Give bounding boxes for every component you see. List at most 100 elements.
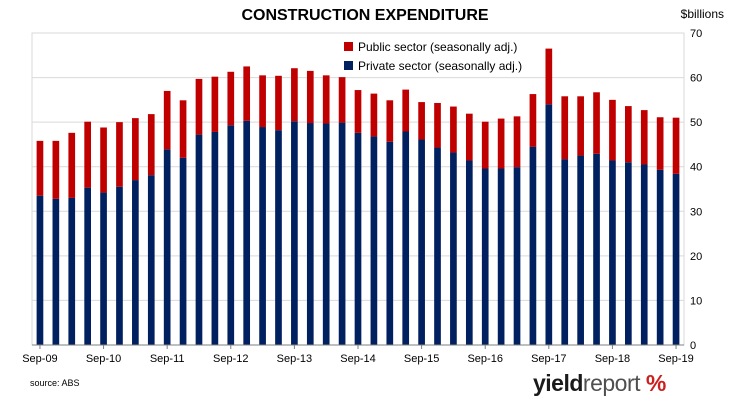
public-sector-bar <box>577 96 584 156</box>
x-tick-label: Sep-09 <box>22 353 57 365</box>
private-sector-bar <box>402 131 410 345</box>
private-sector-bar <box>418 139 425 345</box>
public-sector-bar <box>243 66 251 121</box>
private-sector-bar <box>497 168 505 345</box>
public-sector-bar <box>481 121 489 169</box>
y-tick-label: 60 <box>690 73 702 85</box>
chart-title: CONSTRUCTION EXPENDITURE <box>241 7 489 24</box>
legend-swatch <box>344 61 353 70</box>
private-sector-bar <box>577 155 584 345</box>
public-sector-bar <box>291 68 298 122</box>
public-sector-bar <box>450 106 457 153</box>
private-sector-bar <box>354 132 362 345</box>
public-sector-bar <box>227 71 235 126</box>
x-tick-label: Sep-10 <box>86 353 121 365</box>
public-sector-bar <box>163 90 171 150</box>
legend-label: Private sector (seasonally adj.) <box>358 59 522 73</box>
private-sector-bar <box>513 167 521 345</box>
public-sector-bar <box>275 75 282 131</box>
legend-label: Public sector (seasonally adj.) <box>358 40 517 54</box>
private-sector-bar <box>243 120 251 345</box>
private-sector-bar <box>275 130 282 345</box>
private-sector-bar <box>163 149 171 345</box>
public-sector-bar <box>672 117 680 174</box>
x-tick-label: Sep-12 <box>213 353 248 365</box>
y-tick-label: 50 <box>690 117 702 129</box>
private-sector-bar <box>434 147 441 345</box>
x-tick-label: Sep-14 <box>340 353 375 365</box>
x-tick-label: Sep-16 <box>467 353 502 365</box>
private-sector-bar <box>291 121 298 345</box>
public-sector-bar <box>116 122 123 187</box>
private-sector-bar <box>529 146 537 345</box>
public-sector-bar <box>640 110 648 165</box>
private-sector-bar <box>68 197 76 345</box>
x-tick-label: Sep-11 <box>150 353 185 365</box>
public-sector-bar <box>306 70 314 124</box>
x-tick-label: Sep-15 <box>404 353 439 365</box>
x-tick-label: Sep-13 <box>277 353 312 365</box>
public-sector-bar <box>211 76 219 132</box>
private-sector-bar <box>640 164 648 345</box>
public-sector-bar <box>434 102 441 148</box>
public-sector-bar <box>259 75 266 128</box>
public-sector-bar <box>625 106 632 163</box>
private-sector-bar <box>593 153 600 345</box>
public-sector-bar <box>529 94 537 147</box>
private-sector-bar <box>656 169 664 345</box>
public-sector-bar <box>322 75 330 124</box>
public-sector-bar <box>68 132 76 198</box>
private-sector-bar <box>52 198 60 345</box>
y-tick-label: 30 <box>690 206 702 218</box>
legend-swatch <box>344 42 353 51</box>
private-sector-bar <box>100 192 107 345</box>
y-tick-label: 10 <box>690 295 702 307</box>
private-sector-bar <box>609 160 616 345</box>
private-sector-bar <box>306 123 314 345</box>
public-sector-bar <box>656 117 664 170</box>
y-tick-label: 20 <box>690 251 702 263</box>
public-sector-bar <box>36 140 44 196</box>
public-sector-bar <box>195 78 203 135</box>
x-tick-label: Sep-17 <box>531 353 566 365</box>
private-sector-bar <box>227 125 235 346</box>
private-sector-bar <box>672 173 680 345</box>
public-sector-bar <box>609 99 616 161</box>
y-tick-label: 40 <box>690 162 702 174</box>
private-sector-bar <box>465 160 473 345</box>
private-sector-bar <box>147 175 155 345</box>
private-sector-bar <box>481 168 489 345</box>
private-sector-bar <box>625 162 632 345</box>
private-sector-bar <box>386 141 394 345</box>
legend-box <box>340 36 540 74</box>
private-sector-bar <box>370 136 378 345</box>
public-sector-bar <box>84 121 91 188</box>
public-sector-bar <box>354 90 362 133</box>
private-sector-bar <box>545 104 553 345</box>
y-tick-label: 70 <box>690 28 702 40</box>
private-sector-bar <box>84 187 91 345</box>
public-sector-bar <box>147 114 155 176</box>
private-sector-bar <box>132 180 139 345</box>
public-sector-bar <box>497 118 505 169</box>
private-sector-bar <box>36 195 44 345</box>
private-sector-bar <box>450 152 457 345</box>
y-axis-unit-label: $billions <box>680 7 724 21</box>
yieldreport-logo: yieldreport % <box>533 370 666 396</box>
public-sector-bar <box>465 113 473 161</box>
public-sector-bar <box>402 89 410 132</box>
public-sector-bar <box>386 100 394 142</box>
public-sector-bar <box>545 48 553 105</box>
private-sector-bar <box>322 123 330 345</box>
private-sector-bar <box>561 159 569 345</box>
public-sector-bar <box>513 116 521 168</box>
private-sector-bar <box>211 131 219 345</box>
y-tick-label: 0 <box>690 340 696 352</box>
private-sector-bar <box>259 127 266 345</box>
public-sector-bar <box>561 96 569 160</box>
x-tick-label: Sep-18 <box>595 353 630 365</box>
private-sector-bar <box>116 186 123 345</box>
public-sector-bar <box>132 118 139 181</box>
private-sector-bar <box>195 134 203 345</box>
